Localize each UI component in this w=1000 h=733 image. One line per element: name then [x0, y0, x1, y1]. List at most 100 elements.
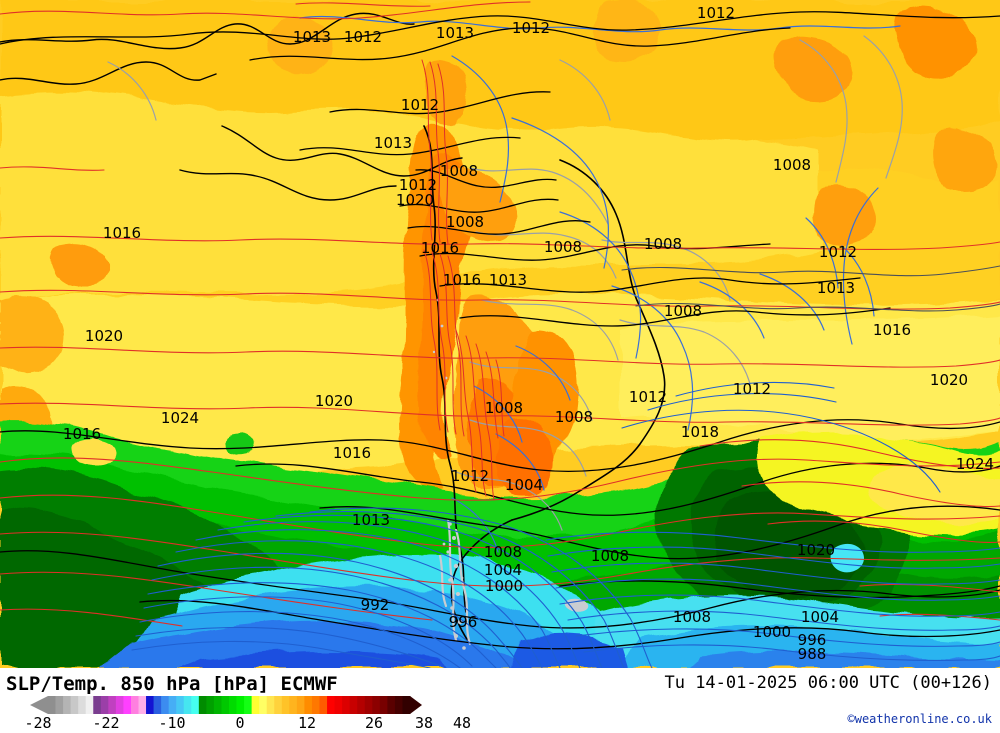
isobar-label: 1004	[484, 561, 522, 579]
colorbar-swatch	[304, 696, 313, 714]
isobar-label: 996	[449, 613, 478, 631]
colorbar-swatch	[274, 696, 283, 714]
isobar-label: 1013	[817, 279, 855, 297]
colorbar-tick: 0	[235, 714, 245, 732]
colorbar-tick: 38	[414, 714, 434, 732]
isobar-label: 1020	[85, 327, 123, 345]
colorbar-swatch	[191, 696, 200, 714]
colorbar-swatch	[221, 696, 230, 714]
isobar-label: 988	[798, 645, 827, 663]
colorbar-swatch	[402, 696, 411, 714]
isobar-label: 1012	[819, 243, 857, 261]
isobar-label: 1016	[421, 239, 459, 257]
colorbar-swatch	[153, 696, 162, 714]
copyright-credit: ©weatheronline.co.uk	[847, 712, 993, 726]
colorbar-swatch	[206, 696, 215, 714]
colorbar-tick: 26	[364, 714, 384, 732]
colorbar-swatch	[289, 696, 298, 714]
colorbar-swatch	[183, 696, 192, 714]
colorbar-swatch	[48, 696, 56, 714]
isobar-label: 1024	[956, 455, 994, 473]
colorbar-swatch	[100, 696, 109, 714]
colorbar-swatch	[296, 696, 305, 714]
isobar-label: 1012	[401, 96, 439, 114]
map-footer: SLP/Temp. 850 hPa [hPa] ECMWF Tu 14-01-2…	[0, 668, 1000, 733]
colorbar-tick: 12	[297, 714, 317, 732]
isobar-label: 1012	[512, 19, 550, 37]
colorbar-swatch	[55, 696, 64, 714]
colorbar-swatch	[161, 696, 170, 714]
weather-map-canvas[interactable]: 1013 1012 1013 1012 1012 1012 1013 1008 1008 1012…	[0, 0, 1000, 668]
colorbar-swatch	[213, 696, 222, 714]
colorbar-swatch	[176, 696, 185, 714]
colorbar-swatch	[319, 696, 328, 714]
colorbar-swatch	[334, 696, 343, 714]
isobar-label: 1012	[399, 176, 437, 194]
colorbar-swatch	[108, 696, 117, 714]
colorbar-swatch	[357, 696, 366, 714]
isobar-label: 1020	[396, 191, 434, 209]
colorbar-swatch	[342, 696, 351, 714]
isobar-label: 1008	[773, 156, 811, 174]
colorbar-swatch	[259, 696, 268, 714]
isobar-label: 1012	[629, 388, 667, 406]
colorbar-swatch	[168, 696, 177, 714]
colorbar-swatch	[379, 696, 388, 714]
isobars	[0, 1, 1000, 668]
temperature-colorbar[interactable]	[18, 696, 428, 714]
isobar-label: 1008	[673, 608, 711, 626]
isobar-label: 1013	[374, 134, 412, 152]
isobar-label: 1008	[591, 547, 629, 565]
map-title: SLP/Temp. 850 hPa [hPa] ECMWF	[6, 673, 338, 695]
colorbar-swatch	[236, 696, 245, 714]
isobar-label: 1013	[352, 511, 390, 529]
isobar-label: 1004	[801, 608, 839, 626]
isobar-label: 1012	[697, 4, 735, 22]
isobar-label: 1008	[440, 162, 478, 180]
isobar-label: 996	[798, 631, 827, 649]
colorbar-swatch	[394, 696, 403, 714]
colorbar-swatch	[138, 696, 147, 714]
colorbar-tick: -10	[158, 714, 186, 732]
colorbar-swatch	[244, 696, 253, 714]
isobar-label: 1012	[451, 467, 489, 485]
isobar-label: 1016	[443, 271, 481, 289]
colorbar-swatch	[229, 696, 237, 714]
isobar-label: 1012	[733, 380, 771, 398]
isobar-label: 1008	[644, 235, 682, 253]
colorbar-swatch	[85, 696, 94, 714]
colorbar-swatch	[364, 696, 373, 714]
isobar-label: 1016	[103, 224, 141, 242]
colorbar-left-arrow	[30, 696, 48, 714]
colorbar-swatch	[311, 696, 320, 714]
isobar-label: 1013	[489, 271, 527, 289]
isobar-label: 1013	[436, 24, 474, 42]
colorbar-swatch	[78, 696, 87, 714]
colorbar-swatch	[70, 696, 79, 714]
colorbar-tick: -22	[92, 714, 120, 732]
colorbar-right-arrow	[410, 696, 422, 714]
isobar-label: 1008	[446, 213, 484, 231]
isobar-label: 1020	[315, 392, 353, 410]
colorbar-tick: -28	[24, 714, 52, 732]
isobar-label: 992	[361, 596, 390, 614]
isobar-label: 1008	[555, 408, 593, 426]
isobar-label: 1004	[505, 476, 543, 494]
colorbar-swatch	[281, 696, 290, 714]
isobar-label: 1000	[753, 623, 791, 641]
colorbar-tick: 48	[452, 714, 472, 732]
colorbar-swatches	[30, 696, 422, 714]
isobar-label: 1012	[344, 28, 382, 46]
colorbar-swatch	[266, 696, 275, 714]
isobar-label: 1020	[797, 541, 835, 559]
colorbar-swatch	[387, 696, 396, 714]
colorbar-swatch	[63, 696, 72, 714]
isobar-label: 1016	[63, 425, 101, 443]
coastlines	[0, 12, 903, 650]
isobar-label: 1013	[293, 28, 331, 46]
isobar-label: 1018	[681, 423, 719, 441]
